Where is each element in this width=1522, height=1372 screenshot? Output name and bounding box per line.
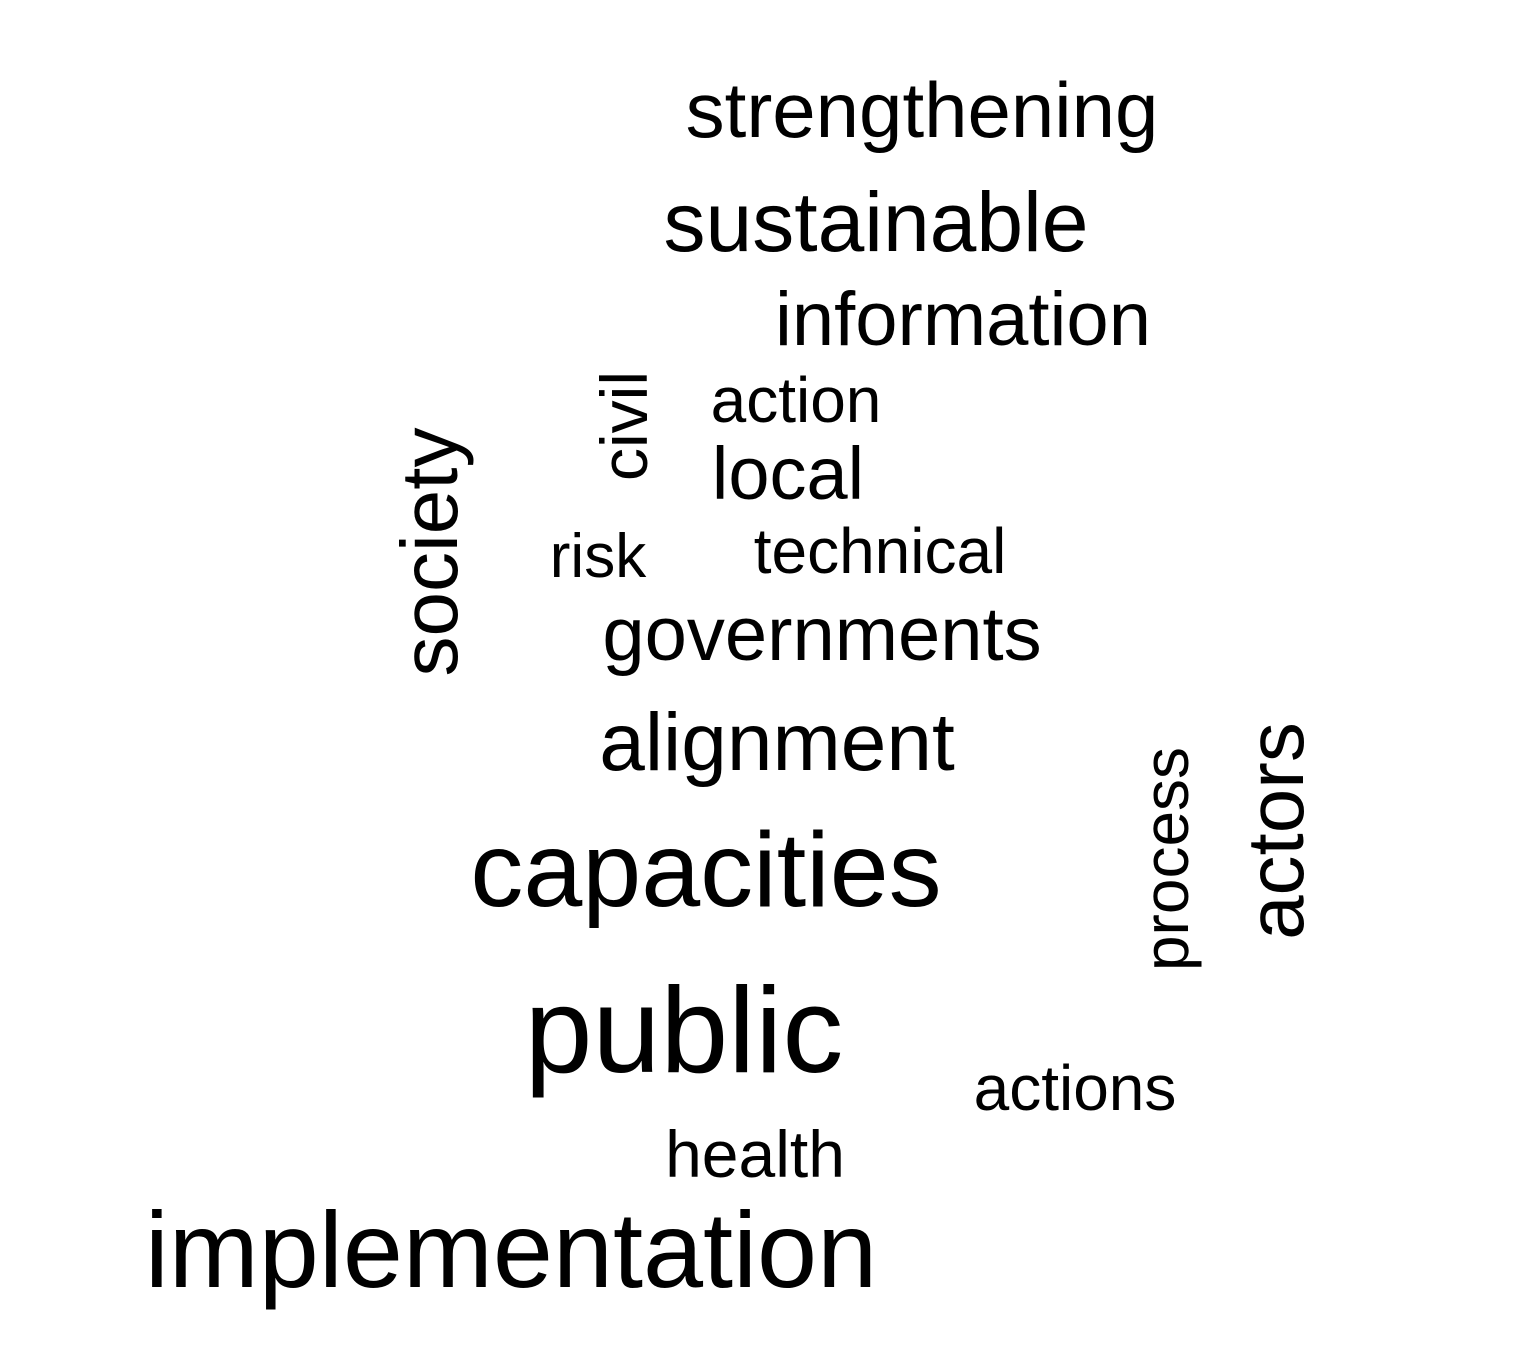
word-health: health	[665, 1117, 845, 1191]
word-public: public	[524, 962, 844, 1098]
word-governments: governments	[602, 592, 1042, 677]
word-process: process	[1130, 746, 1202, 972]
word-risk: risk	[549, 522, 647, 591]
word-sustainable: sustainable	[663, 175, 1089, 269]
word-capacities: capacities	[470, 811, 942, 929]
word-actions: actions	[973, 1052, 1177, 1124]
word-technical: technical	[753, 515, 1007, 587]
word-actors: actors	[1231, 722, 1320, 940]
word-information: information	[775, 277, 1151, 362]
word-strengthening: strengthening	[685, 66, 1159, 154]
word-alignment: alignment	[599, 697, 955, 788]
word-society: society	[385, 427, 474, 677]
word-civil: civil	[587, 371, 661, 481]
word-local: local	[711, 432, 865, 515]
word-action: action	[710, 364, 882, 436]
word-implementation: implementation	[144, 1189, 878, 1310]
